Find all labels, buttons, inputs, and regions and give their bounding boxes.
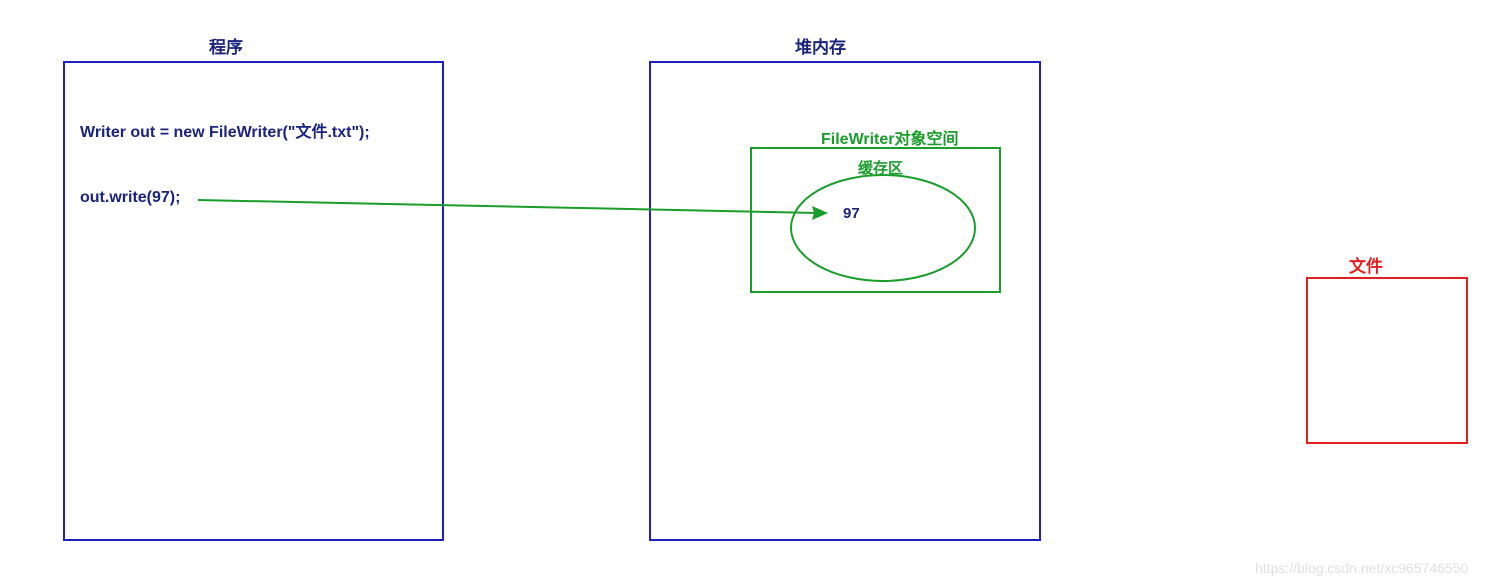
program-title: 程序	[209, 33, 243, 58]
buffer-title: 缓存区	[858, 157, 903, 178]
arrow-head	[812, 206, 828, 220]
heap-title: 堆内存	[795, 33, 846, 58]
watermark-text: https://blog.csdn.net/xc965746550	[1255, 560, 1468, 576]
code-line-2: out.write(97);	[80, 189, 180, 207]
buffer-ellipse	[791, 175, 975, 281]
buffer-value: 97	[843, 205, 860, 222]
code-line-1: Writer out = new FileWriter("文件.txt");	[80, 118, 370, 142]
arrow-line	[198, 200, 818, 213]
file-title: 文件	[1349, 252, 1383, 277]
filewriter-title: FileWriter对象空间	[821, 125, 959, 149]
file-box	[1307, 278, 1467, 443]
